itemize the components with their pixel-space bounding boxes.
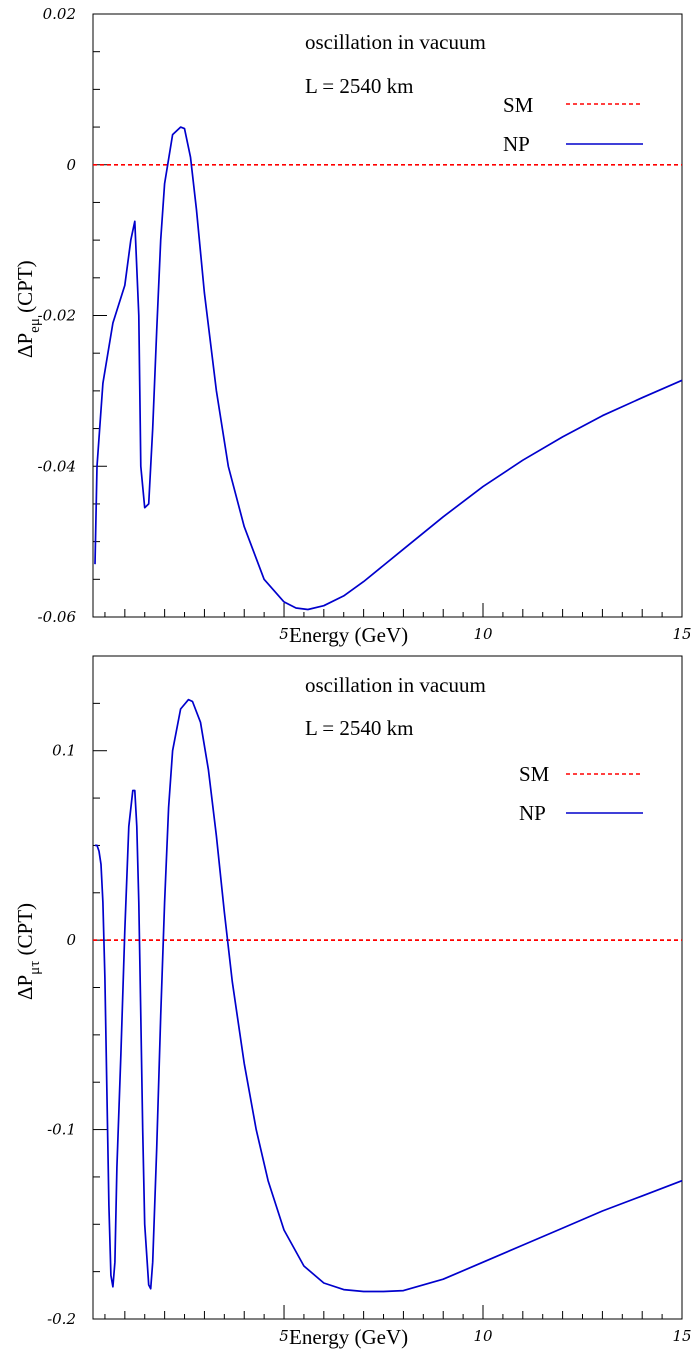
x-tick-label: 10 (473, 625, 493, 643)
tick-marks (93, 655, 683, 1320)
legend-label-np: NP (519, 801, 546, 825)
x-tick-label: 5 (279, 1327, 289, 1345)
annotation-title: oscillation in vacuum (305, 30, 486, 54)
annotation-baseline: L = 2540 km (305, 716, 413, 740)
x-tick-label: 5 (279, 625, 289, 643)
y-tick-label: -0.02 (38, 307, 76, 325)
y-tick-label: 0 (66, 156, 76, 174)
y-tick-label: 0.02 (43, 5, 76, 23)
x-tick-label: 15 (672, 625, 691, 643)
legend-label-np: NP (503, 132, 530, 156)
series-line-np (94, 126, 683, 611)
x-tick-labels: 5 10 15 (279, 625, 691, 643)
y-tick-label: 0 (66, 931, 76, 949)
legend-label-sm: SM (519, 762, 550, 786)
plot-frame (92, 13, 683, 618)
x-tick-label: 10 (473, 1327, 493, 1345)
legend: SM NP (519, 762, 643, 825)
x-axis-title: Energy (GeV) (289, 1325, 408, 1349)
y-tick-label: -0.2 (47, 1310, 76, 1328)
x-axis-title: Energy (GeV) (289, 623, 408, 647)
y-axis-title: ΔPeμ (CPT) (13, 260, 43, 358)
y-axis-title: ΔPμτ (CPT) (13, 903, 43, 1000)
chart-panel-bottom: 0.1 0 -0.1 -0.2 5 10 15 oscillation in vacuum… (13, 655, 692, 1349)
y-tick-label: -0.06 (38, 608, 77, 626)
series-lines (93, 126, 683, 611)
y-tick-labels: 0.02 0 -0.02 -0.04 -0.06 (38, 5, 77, 626)
annotation-title: oscillation in vacuum (305, 673, 486, 697)
chart-panel-top: 0.02 0 -0.02 -0.04 -0.06 5 10 15 oscillation i… (13, 5, 692, 647)
tick-marks (93, 13, 683, 618)
y-tick-label: -0.04 (38, 457, 76, 475)
y-tick-labels: 0.1 0 -0.1 -0.2 (47, 742, 76, 1328)
legend: SM NP (503, 93, 643, 156)
legend-label-sm: SM (503, 93, 534, 117)
x-tick-labels: 5 10 15 (279, 1327, 691, 1345)
y-tick-label: -0.1 (47, 1121, 76, 1139)
y-tick-label: 0.1 (52, 742, 76, 760)
plot-frame (92, 655, 683, 1320)
annotation-baseline: L = 2540 km (305, 74, 413, 98)
series-line-np (95, 698, 683, 1293)
series-lines (93, 698, 683, 1293)
x-tick-label: 15 (672, 1327, 691, 1345)
